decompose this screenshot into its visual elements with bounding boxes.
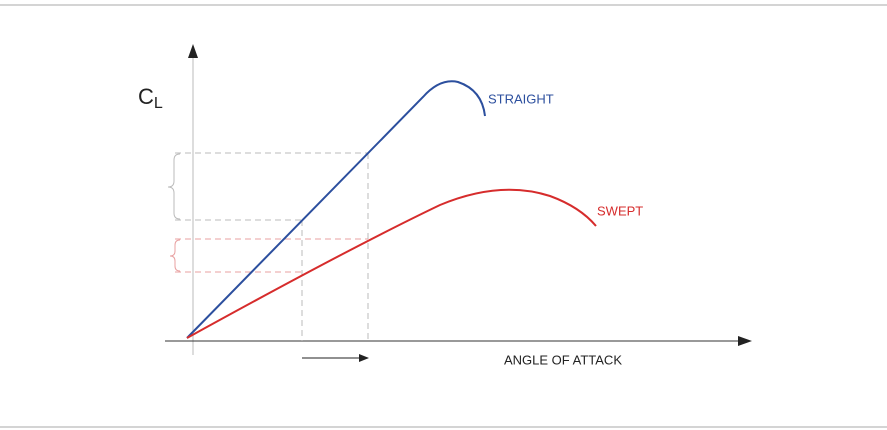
- y-axis-label-main: C: [138, 84, 154, 109]
- brace: [169, 239, 181, 272]
- x-axis-label: ANGLE OF ATTACK: [504, 352, 622, 367]
- curve-label: SWEPT: [597, 203, 643, 218]
- y-axis-label: CL: [138, 84, 163, 112]
- y-axis-label-subscript: L: [154, 95, 163, 112]
- curve-label: STRAIGHT: [488, 91, 554, 106]
- y-axis-arrow: [188, 44, 198, 58]
- brace: [167, 153, 181, 220]
- x-axis-arrow: [738, 336, 752, 346]
- straight-curve: [186, 80, 486, 339]
- guides: [175, 152, 369, 341]
- swept-curve: [186, 188, 597, 339]
